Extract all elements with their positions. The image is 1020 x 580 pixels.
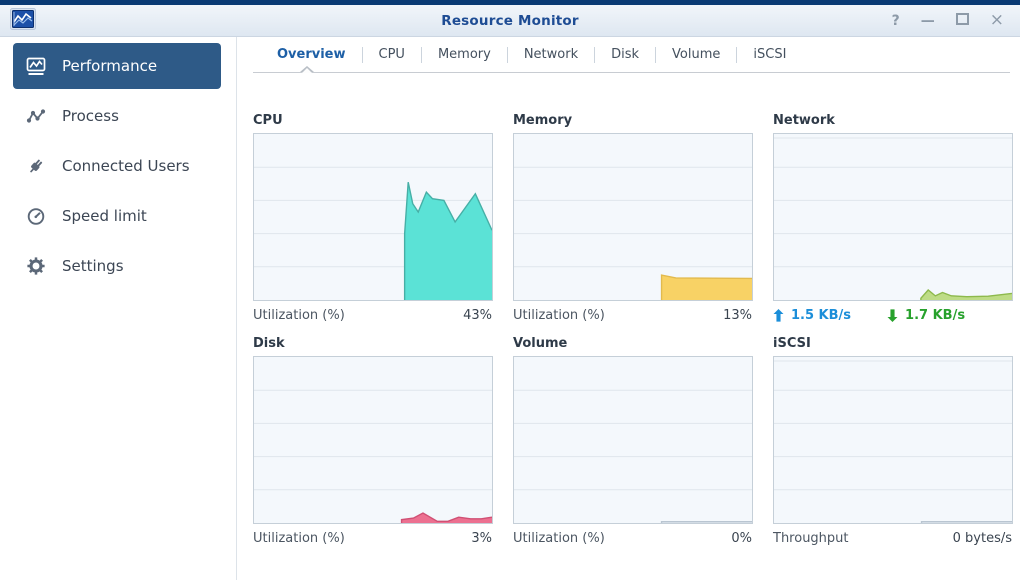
tab-separator (420, 47, 422, 63)
window-title: Resource Monitor (441, 12, 579, 29)
window-top-strip (0, 0, 1020, 5)
tab-separator (594, 47, 596, 63)
iscsi-chart-panel (773, 356, 1013, 524)
tab-separator (736, 47, 738, 63)
tab-disk[interactable]: Disk (611, 47, 640, 62)
tab-underline (253, 66, 1010, 73)
footer-label: Utilization (%) (513, 531, 605, 546)
maximize-icon[interactable] (955, 13, 969, 28)
plug-icon (25, 156, 47, 176)
chart-title-memory: Memory (513, 113, 573, 128)
tab-network[interactable]: Network (523, 47, 579, 62)
chart-network: Network 1.5 KB/s 1.7 KB/s (773, 113, 1013, 323)
download-rate: 1.7 KB/s (887, 308, 965, 323)
performance-chart-icon (25, 56, 47, 76)
help-icon[interactable]: ? (891, 12, 900, 29)
chart-disk: Disk Utilization (%) 3% (253, 336, 493, 546)
sidebar-item-speed-limit[interactable]: Speed limit (13, 193, 221, 239)
charts-grid: CPU Utilization (%) 43% Memory U (253, 113, 1020, 546)
window-controls: ? — × (892, 5, 1004, 36)
cpu-footer: Utilization (%) 43% (253, 308, 493, 323)
chart-title-cpu: CPU (253, 113, 283, 128)
download-rate-label: 1.7 KB/s (905, 308, 966, 323)
tab-separator (361, 47, 363, 63)
sidebar-item-process[interactable]: Process (13, 93, 221, 139)
cpu-chart-panel (253, 133, 493, 301)
minimize-icon[interactable]: — (920, 12, 935, 29)
footer-label: Utilization (%) (253, 531, 345, 546)
tab-memory[interactable]: Memory (437, 47, 491, 62)
sidebar-item-label: Speed limit (62, 207, 147, 225)
disk-chart-panel (253, 356, 493, 524)
chart-title-disk: Disk (253, 336, 285, 351)
process-graph-icon (25, 106, 47, 126)
chart-title-network: Network (773, 113, 835, 128)
memory-footer: Utilization (%) 13% (513, 308, 753, 323)
chart-volume: Volume Utilization (%) 0% (513, 336, 753, 546)
tab-iscsi[interactable]: iSCSI (753, 47, 787, 62)
footer-value: 0% (731, 531, 752, 546)
gear-icon (25, 256, 47, 276)
footer-label: Utilization (%) (253, 308, 345, 323)
tab-volume[interactable]: Volume (672, 47, 721, 62)
footer-value: 0 bytes/s (952, 531, 1012, 546)
tab-separator (655, 47, 657, 63)
network-footer: 1.5 KB/s 1.7 KB/s (773, 308, 1013, 323)
disk-footer: Utilization (%) 3% (253, 531, 493, 546)
download-arrow-icon (887, 309, 898, 322)
sidebar-item-label: Settings (62, 257, 124, 275)
upload-rate-label: 1.5 KB/s (791, 308, 852, 323)
sidebar-item-label: Performance (62, 57, 158, 75)
sidebar: Performance Process (0, 37, 237, 580)
sidebar-item-settings[interactable]: Settings (13, 243, 221, 289)
footer-label: Utilization (%) (513, 308, 605, 323)
upload-rate: 1.5 KB/s (773, 308, 851, 323)
footer-label: Throughput (773, 531, 849, 546)
tab-cpu[interactable]: CPU (378, 47, 405, 62)
main-content: Overview CPU Memory Network Disk Volume … (237, 37, 1020, 580)
chart-title-volume: Volume (513, 336, 568, 351)
chart-iscsi: iSCSI Throughput 0 bytes/s (773, 336, 1013, 546)
sidebar-item-connected-users[interactable]: Connected Users (13, 143, 221, 189)
footer-value: 13% (723, 308, 752, 323)
speedometer-icon (25, 206, 47, 226)
titlebar: Resource Monitor ? — × (0, 5, 1020, 37)
chart-cpu: CPU Utilization (%) 43% (253, 113, 493, 323)
chart-memory: Memory Utilization (%) 13% (513, 113, 753, 323)
resource-monitor-app-icon (10, 8, 36, 30)
volume-footer: Utilization (%) 0% (513, 531, 753, 546)
footer-value: 43% (463, 308, 492, 323)
active-tab-notch (300, 66, 314, 73)
sidebar-item-label: Process (62, 107, 119, 125)
iscsi-footer: Throughput 0 bytes/s (773, 531, 1013, 546)
tab-bar: Overview CPU Memory Network Disk Volume … (261, 40, 1020, 70)
tab-separator (506, 47, 508, 63)
memory-chart-panel (513, 133, 753, 301)
footer-value: 3% (471, 531, 492, 546)
upload-arrow-icon (773, 309, 784, 322)
chart-title-iscsi: iSCSI (773, 336, 811, 351)
volume-chart-panel (513, 356, 753, 524)
sidebar-item-performance[interactable]: Performance (13, 43, 221, 89)
close-icon[interactable]: × (989, 10, 1004, 30)
tab-overview[interactable]: Overview (277, 47, 346, 62)
sidebar-item-label: Connected Users (62, 157, 190, 175)
network-chart-panel (773, 133, 1013, 301)
